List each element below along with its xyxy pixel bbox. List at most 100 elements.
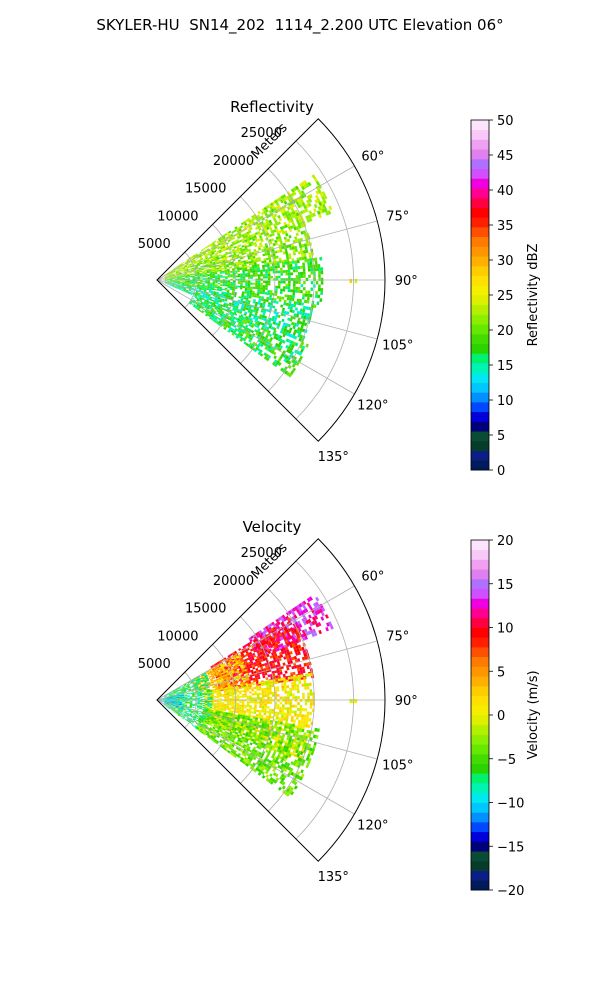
- reflectivity-echo-cell: [171, 284, 175, 286]
- reflectivity-echo-cell: [298, 218, 302, 223]
- velocity-echo-cell: [302, 745, 306, 749]
- velocity-echo-cell: [273, 750, 277, 754]
- velocity-echo-cell: [225, 667, 229, 670]
- velocity-echo-cell: [249, 691, 252, 694]
- reflectivity-echo-cell: [234, 313, 238, 316]
- reflectivity-echo-cell: [287, 360, 292, 365]
- reflectivity-echo-cell: [198, 297, 202, 299]
- velocity-echo-cell: [212, 712, 216, 715]
- velocity-echo-cell: [209, 671, 213, 674]
- reflectivity-echo-cell: [205, 264, 208, 266]
- reflectivity-echo-field: [163, 174, 358, 378]
- reflectivity-echo-cell: [292, 341, 297, 346]
- reflectivity-echo-cell: [266, 264, 270, 267]
- reflectivity-echo-cell: [207, 309, 211, 313]
- reflectivity-echo-cell: [185, 268, 189, 271]
- reflectivity-echo-cell: [244, 219, 249, 223]
- reflectivity-echo-cell: [222, 258, 225, 261]
- reflectivity-echo-cell: [278, 257, 282, 261]
- velocity-echo-cell: [207, 672, 211, 675]
- reflectivity-echo-cell: [164, 276, 167, 278]
- reflectivity-echo-cell: [231, 317, 235, 321]
- velocity-echo-cell: [277, 663, 281, 667]
- velocity-echo-cell: [218, 679, 222, 682]
- reflectivity-echo-cell: [243, 252, 247, 255]
- velocity-echo-cell: [277, 674, 281, 678]
- reflectivity-echo-cell: [292, 286, 296, 290]
- reflectivity-echo-cell: [191, 272, 195, 274]
- velocity-echo-cell: [240, 684, 244, 687]
- velocity-echo-cell: [295, 678, 299, 682]
- reflectivity-echo-cell: [219, 240, 223, 243]
- reflectivity-echo-cell: [286, 244, 290, 249]
- reflectivity-echo-cell: [185, 290, 188, 293]
- reflectivity-echo-cell: [164, 278, 168, 279]
- velocity-echo-cell: [270, 643, 274, 648]
- velocity-echo-cell: [238, 729, 242, 732]
- velocity-echo-cell: [307, 692, 310, 696]
- velocity-echo-cell: [216, 700, 220, 703]
- reflectivity-echo-cell: [174, 278, 178, 280]
- velocity-echo-cell: [238, 674, 241, 678]
- reflectivity-echo-cell: [209, 297, 213, 300]
- reflectivity-echo-cell: [182, 282, 185, 284]
- reflectivity-echo-cell: [320, 288, 324, 292]
- reflectivity-echo-cell: [269, 206, 273, 210]
- velocity-echo-cell: [246, 678, 250, 681]
- velocity-echo-cell: [262, 675, 266, 679]
- reflectivity-echo-cell: [277, 270, 281, 274]
- reflectivity-echo-cell: [275, 288, 278, 291]
- reflectivity-echo-cell: [209, 283, 213, 285]
- reflectivity-echo-cell: [227, 321, 231, 325]
- velocity-echo-cell: [249, 658, 253, 662]
- reflectivity-echo-cell: [244, 239, 248, 243]
- velocity-echo-cell: [266, 648, 270, 652]
- reflectivity-echo-cell: [277, 344, 281, 348]
- reflectivity-echo-cell: [174, 276, 178, 278]
- velocity-echo-cell: [230, 686, 234, 689]
- velocity-echo-cell: [302, 600, 307, 605]
- velocity-echo-cell: [270, 682, 274, 685]
- reflectivity-echo-cell: [286, 210, 290, 215]
- reflectivity-colorbar-segment: [471, 246, 489, 257]
- reflectivity-echo-cell: [242, 240, 246, 244]
- reflectivity-echo-cell: [244, 245, 248, 249]
- velocity-echo-cell: [288, 621, 293, 626]
- reflectivity-echo-cell: [166, 274, 169, 276]
- reflectivity-echo-cell: [227, 269, 230, 272]
- reflectivity-echo-cell: [216, 300, 220, 302]
- velocity-echo-cell: [264, 731, 268, 734]
- reflectivity-echo-cell: [252, 301, 256, 304]
- reflectivity-echo-cell: [298, 337, 302, 342]
- reflectivity-echo-cell: [222, 280, 226, 282]
- reflectivity-echo-cell: [245, 286, 248, 289]
- reflectivity-colorbar-segment: [471, 197, 489, 208]
- velocity-echo-cell: [291, 752, 295, 757]
- reflectivity-echo-cell: [211, 313, 215, 317]
- reflectivity-echo-cell: [183, 288, 187, 290]
- velocity-echo-cell: [268, 742, 272, 746]
- reflectivity-echo-cell: [280, 278, 284, 281]
- reflectivity-echo-cell: [261, 296, 265, 299]
- reflectivity-azimuth-spoke: [156, 279, 355, 395]
- velocity-echo-cell: [274, 653, 278, 657]
- reflectivity-echo-cell: [204, 261, 207, 263]
- velocity-echo-cell: [235, 715, 238, 718]
- reflectivity-echo-cell: [224, 325, 228, 329]
- reflectivity-echo-cell: [222, 314, 226, 318]
- reflectivity-echo-cell: [282, 208, 287, 213]
- velocity-echo-cell: [221, 705, 225, 707]
- reflectivity-echo-cell: [253, 299, 256, 302]
- velocity-echo-cell: [246, 642, 250, 646]
- velocity-echo-cell: [329, 624, 334, 630]
- reflectivity-echo-cell: [228, 302, 232, 305]
- reflectivity-echo-cell: [305, 277, 309, 282]
- reflectivity-echo-cell: [257, 265, 260, 268]
- velocity-echo-cell: [256, 692, 260, 696]
- velocity-echo-cell: [235, 661, 239, 665]
- reflectivity-echo-cell: [298, 302, 302, 306]
- reflectivity-echo-cell: [180, 262, 183, 265]
- reflectivity-echo-cell: [288, 303, 292, 307]
- reflectivity-echo-cell: [307, 265, 311, 269]
- reflectivity-echo-cell: [189, 285, 193, 287]
